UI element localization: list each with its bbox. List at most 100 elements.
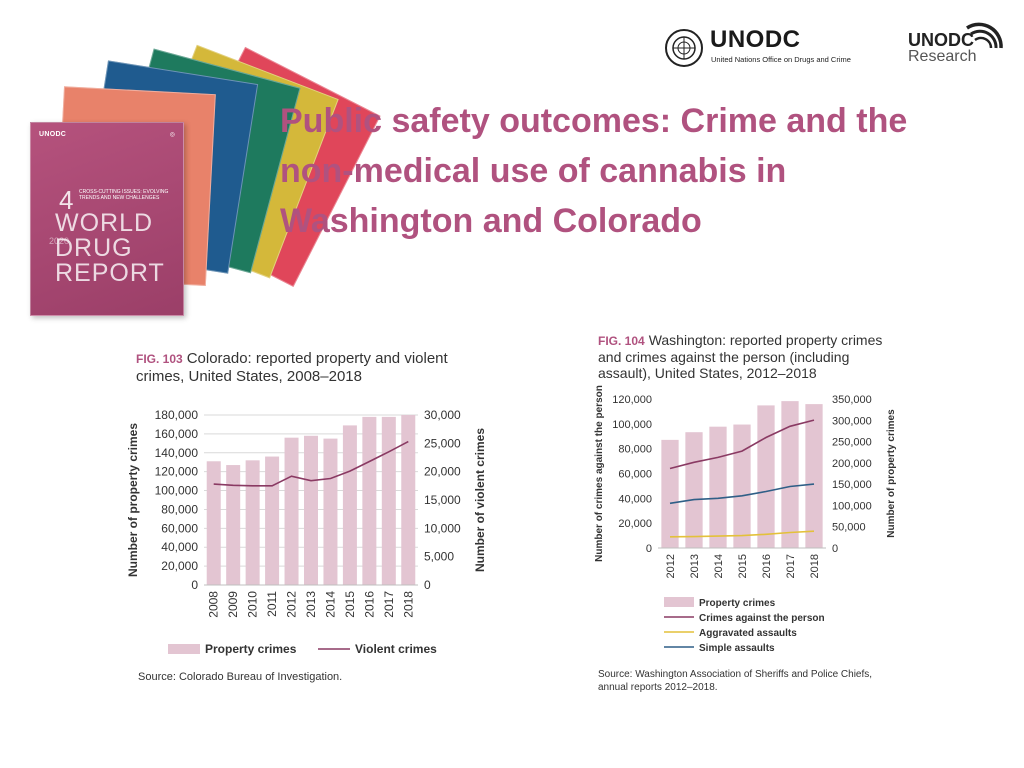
figure-103-label: FIG. 103 [136,352,183,366]
cover-number: 4 [59,185,74,215]
legend-label: Violent crimes [355,642,437,656]
y2-tick-label: 5,000 [424,550,454,564]
bar [245,460,260,585]
y2-tick-label: 300,000 [832,415,872,427]
bar [303,435,319,585]
y-tick-label: 100,000 [612,419,652,431]
y2-tick-label: 25,000 [424,436,461,450]
x-tick-label: 2012 [665,554,677,578]
y2-tick-label: 50,000 [832,522,866,534]
y-tick-label: 100,000 [155,484,199,498]
bar [265,456,280,585]
cover-subtitle: CROSS-CUTTING ISSUES: EVOLVING TRENDS AN… [79,189,169,201]
y-tick-label: 60,000 [161,521,198,535]
bar [781,401,799,548]
y2-tick-label: 15,000 [424,493,461,507]
x-tick-label: 2008 [207,591,221,618]
bar [709,426,727,548]
x-tick-label: 2013 [304,591,318,618]
x-tick-label: 2017 [785,554,797,578]
figure-104-heading: FIG. 104 Washington: reported property cr… [598,332,898,381]
y2-tick-label: 10,000 [424,521,461,535]
x-tick-label: 2014 [713,554,725,578]
colorado-crime-chart: 0 20,000 40,000 60,000 80,000 100,000 120,000 1… [126,408,487,656]
x-tick-label: 2017 [382,591,396,618]
legend-label: Property crimes [205,642,297,656]
bar [323,438,338,585]
y2-tick-label: 0 [832,543,838,555]
cover-title-line: REPORT [55,259,165,287]
bar [381,416,396,585]
figure-104-source: Source: Washington Association of Sherif… [598,669,873,693]
slide-title: Public safety outcomes: Crime and the no… [280,102,908,240]
unodc-tagline: United Nations Office on Drugs and Crime [711,55,851,64]
y-axis-title: Number of property crimes [126,423,140,577]
x-tick-label: 2015 [343,591,357,618]
bar [206,461,221,585]
y-tick-label: 20,000 [618,518,652,530]
y-tick-label: 140,000 [155,446,199,460]
y2-tick-label: 20,000 [424,465,461,479]
bar [805,404,823,548]
x-tick-label: 2013 [689,554,701,578]
series-line [669,419,815,470]
figure-103-source: Source: Colorado Bureau of Investigation… [138,671,343,683]
cover-title: WORLD DRUG REPORT [55,211,165,286]
x-tick-label: 2014 [323,591,337,618]
figure-104-title: Washington: reported property crimes and… [598,332,883,381]
y2-tick-label: 350,000 [832,394,872,406]
y-tick-label: 120,000 [612,394,652,406]
bar [757,405,775,548]
figure-103-heading: FIG. 103 Colorado: reported property and … [136,350,496,385]
y2-axis-title: Number of violent crimes [473,428,487,572]
cover-title-line: WORLD [55,209,154,237]
y-axis-title: Number of crimes against the person [594,385,605,562]
un-emblem-icon [665,29,703,67]
bar [685,432,703,548]
x-tick-label: 2011 [265,591,279,617]
x-tick-label: 2016 [761,554,773,578]
y2-tick-label: 100,000 [832,500,872,512]
y-tick-label: 80,000 [618,444,652,456]
cover-publisher: UNODC [39,131,67,138]
x-tick-label: 2015 [737,554,749,578]
bar [284,437,299,585]
y-tick-label: 40,000 [161,540,198,554]
x-tick-label: 2016 [362,591,376,618]
cover-year: 2020 [49,236,70,246]
research-logo-text: UNODC [908,30,974,50]
series-line [213,440,409,487]
legend-swatch-bar [168,644,200,654]
legend-label: Aggravated assaults [699,628,797,639]
y2-tick-label: 250,000 [832,437,872,449]
figure-104-label: FIG. 104 [598,334,645,348]
y-tick-label: 0 [646,543,652,555]
report-cover-main: UNODC ◎ 4 CROSS-CUTTING ISSUES: EVOLVING… [30,122,184,316]
bar [362,416,377,585]
x-tick-label: 2018 [401,591,415,618]
y-tick-label: 60,000 [618,469,652,481]
y-tick-label: 80,000 [161,502,198,516]
x-tick-label: 2018 [809,554,821,578]
y-tick-label: 40,000 [618,493,652,505]
bar [342,425,357,585]
y-tick-label: 20,000 [161,559,198,573]
y2-tick-label: 0 [424,578,431,592]
bar [401,415,416,585]
research-logo-sub: Research [908,48,977,65]
y-tick-label: 160,000 [155,427,199,441]
y-tick-label: 0 [191,578,198,592]
report-cover-stack: UNODC ◎ 4 CROSS-CUTTING ISSUES: EVOLVING… [0,0,381,330]
legend-label: Property crimes [699,598,776,609]
bar [733,424,751,548]
series-line [669,530,815,538]
legend-label: Simple assaults [699,643,775,654]
x-tick-label: 2010 [246,591,260,618]
figure-103-title: Colorado: reported property and violent … [136,350,448,385]
cover-research-mark: ◎ [169,132,175,138]
y2-tick-label: 150,000 [832,479,872,491]
series-line [669,483,815,505]
bar [226,465,241,585]
bar [661,439,679,548]
y-tick-label: 120,000 [155,465,199,479]
